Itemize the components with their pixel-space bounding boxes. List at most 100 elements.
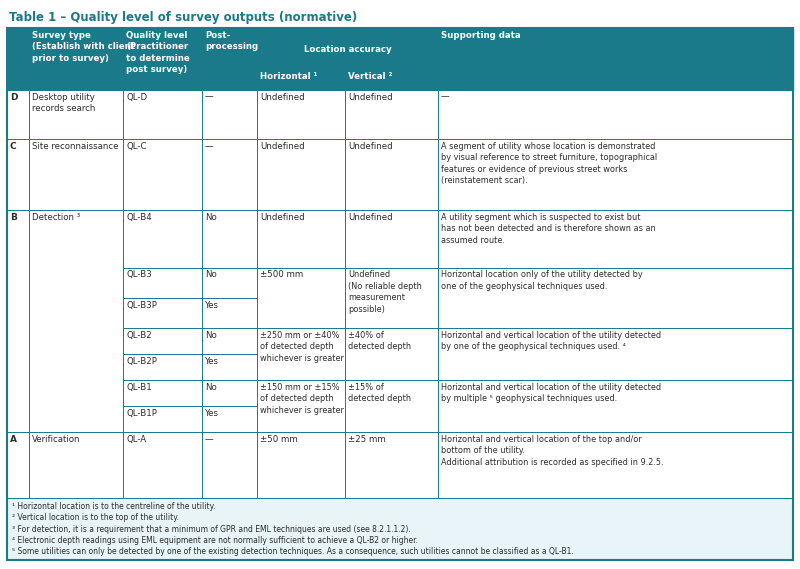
Bar [257, 268, 345, 328]
Bar [257, 328, 345, 380]
Text: QL-B3: QL-B3 [126, 270, 152, 279]
Text: —: — [205, 142, 214, 151]
Bar [123, 298, 202, 328]
Text: Undefined
(No reliable depth
measurement
possible): Undefined (No reliable depth measurement… [348, 270, 422, 314]
Bar [29, 211, 123, 432]
Bar [345, 139, 438, 211]
Bar [345, 328, 438, 380]
Bar [257, 139, 345, 211]
Bar [123, 211, 202, 268]
Bar [438, 432, 793, 498]
Text: QL-A: QL-A [126, 435, 146, 444]
Text: Desktop utility
records search: Desktop utility records search [32, 93, 95, 113]
Text: No: No [205, 383, 217, 391]
Bar [123, 139, 202, 211]
Bar [123, 380, 202, 406]
Bar [257, 90, 345, 139]
Text: QL-B2: QL-B2 [126, 331, 152, 340]
Bar [257, 70, 345, 90]
Text: Location accuracy: Location accuracy [303, 44, 391, 53]
Bar [438, 28, 793, 90]
Bar [438, 268, 793, 328]
Bar [345, 268, 438, 328]
Text: QL-B2P: QL-B2P [126, 357, 158, 366]
Text: B: B [10, 213, 17, 222]
Text: ±25 mm: ±25 mm [348, 435, 386, 444]
Text: Verification: Verification [32, 435, 81, 444]
Text: ±500 mm: ±500 mm [260, 270, 303, 279]
Bar [7, 28, 29, 90]
Text: ⁴ Electronic depth readings using EML equipment are not normally sufficient to a: ⁴ Electronic depth readings using EML eq… [12, 536, 418, 545]
Text: ±40% of
detected depth: ±40% of detected depth [348, 331, 411, 351]
Bar [257, 211, 345, 268]
Bar [7, 90, 29, 139]
Bar [202, 268, 257, 298]
Text: Survey type
(Establish with client
prior to survey): Survey type (Establish with client prior… [32, 31, 135, 63]
Text: Quality level
(Practitioner
to determine
post survey): Quality level (Practitioner to determine… [126, 31, 190, 75]
Bar [29, 28, 123, 90]
Bar [202, 406, 257, 432]
Text: Undefined: Undefined [348, 93, 393, 101]
Text: Undefined: Undefined [260, 93, 305, 101]
Bar [29, 432, 123, 498]
Text: Post-
processing: Post- processing [205, 31, 258, 51]
Text: ¹ Horizontal location is to the centreline of the utility.: ¹ Horizontal location is to the centreli… [12, 501, 215, 510]
Bar [7, 211, 29, 432]
Bar [345, 211, 438, 268]
Text: QL-B1: QL-B1 [126, 383, 152, 391]
Bar [345, 432, 438, 498]
Text: Yes: Yes [205, 409, 219, 418]
Bar [345, 90, 438, 139]
Bar [29, 139, 123, 211]
Text: —: — [205, 93, 214, 101]
Bar [202, 380, 257, 406]
Bar [7, 432, 29, 498]
Text: Supporting data: Supporting data [441, 31, 520, 40]
Text: Table 1 – Quality level of survey outputs (normative): Table 1 – Quality level of survey output… [9, 11, 358, 24]
Text: Horizontal location only of the utility detected by
one of the geophysical techn: Horizontal location only of the utility … [441, 270, 642, 291]
Bar [202, 432, 257, 498]
Bar [257, 432, 345, 498]
Bar [202, 354, 257, 380]
Text: QL-B1P: QL-B1P [126, 409, 158, 418]
Bar [7, 28, 793, 90]
Text: —: — [205, 435, 214, 444]
Bar [202, 139, 257, 211]
Text: Undefined: Undefined [348, 142, 393, 151]
Bar [123, 328, 202, 354]
Text: ±150 mm or ±15%
of detected depth
whichever is greater: ±150 mm or ±15% of detected depth whiche… [260, 383, 344, 415]
Text: Yes: Yes [205, 357, 219, 366]
Bar [202, 90, 257, 139]
Bar [123, 406, 202, 432]
Bar [257, 28, 438, 70]
Bar [345, 70, 438, 90]
Text: ±50 mm: ±50 mm [260, 435, 298, 444]
Text: No: No [205, 213, 217, 222]
Bar [438, 328, 793, 380]
Text: QL-B3P: QL-B3P [126, 300, 158, 310]
Bar [257, 380, 345, 432]
Bar [7, 498, 793, 560]
Text: ±15% of
detected depth: ±15% of detected depth [348, 383, 411, 403]
Text: No: No [205, 270, 217, 279]
Text: Undefined: Undefined [260, 213, 305, 222]
Text: D: D [10, 93, 18, 101]
Text: Undefined: Undefined [260, 142, 305, 151]
Text: Horizontal ¹: Horizontal ¹ [260, 72, 318, 81]
Bar [29, 90, 123, 139]
Bar [123, 432, 202, 498]
Text: C: C [10, 142, 17, 151]
Bar [123, 268, 202, 298]
Text: ² Vertical location is to the top of the utility.: ² Vertical location is to the top of the… [12, 513, 179, 522]
Bar [438, 380, 793, 432]
Bar [438, 90, 793, 139]
Bar [345, 380, 438, 432]
Text: QL-D: QL-D [126, 93, 147, 101]
Text: QL-B4: QL-B4 [126, 213, 152, 222]
Bar [123, 354, 202, 380]
Text: Yes: Yes [205, 300, 219, 310]
Text: A: A [10, 435, 17, 444]
Text: A segment of utility whose location is demonstrated
by visual reference to stree: A segment of utility whose location is d… [441, 142, 657, 185]
Text: A utility segment which is suspected to exist but
has not been detected and is t: A utility segment which is suspected to … [441, 213, 655, 245]
Text: Site reconnaissance: Site reconnaissance [32, 142, 118, 151]
